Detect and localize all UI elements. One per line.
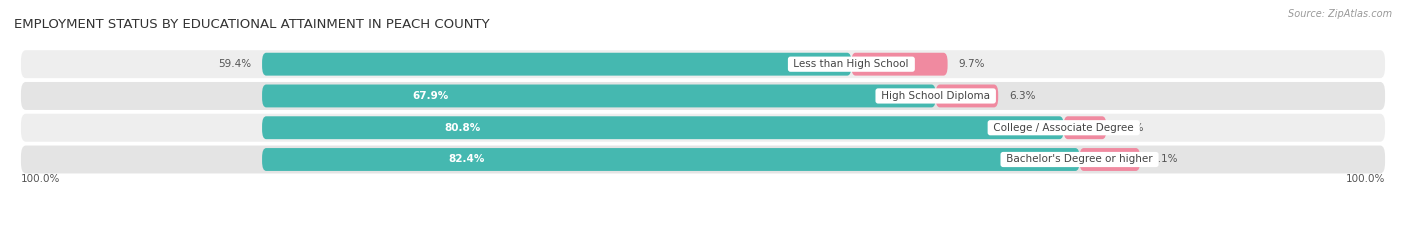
FancyBboxPatch shape <box>21 82 1385 110</box>
FancyBboxPatch shape <box>1064 116 1107 139</box>
FancyBboxPatch shape <box>852 53 948 76</box>
FancyBboxPatch shape <box>262 148 1080 171</box>
FancyBboxPatch shape <box>21 50 1385 78</box>
Text: 100.0%: 100.0% <box>1346 174 1385 184</box>
Text: 9.7%: 9.7% <box>959 59 986 69</box>
Text: 6.3%: 6.3% <box>1010 91 1036 101</box>
Text: 59.4%: 59.4% <box>218 59 252 69</box>
Text: 82.4%: 82.4% <box>449 154 485 164</box>
Text: Bachelor's Degree or higher: Bachelor's Degree or higher <box>1002 154 1156 164</box>
Text: 100.0%: 100.0% <box>21 174 60 184</box>
Text: 6.1%: 6.1% <box>1152 154 1178 164</box>
Text: 80.8%: 80.8% <box>444 123 481 133</box>
Text: High School Diploma: High School Diploma <box>879 91 993 101</box>
FancyBboxPatch shape <box>21 114 1385 142</box>
Text: Less than High School: Less than High School <box>790 59 912 69</box>
FancyBboxPatch shape <box>936 85 998 107</box>
FancyBboxPatch shape <box>262 85 936 107</box>
Text: 4.3%: 4.3% <box>1118 123 1144 133</box>
Text: College / Associate Degree: College / Associate Degree <box>990 123 1137 133</box>
FancyBboxPatch shape <box>262 116 1064 139</box>
Text: EMPLOYMENT STATUS BY EDUCATIONAL ATTAINMENT IN PEACH COUNTY: EMPLOYMENT STATUS BY EDUCATIONAL ATTAINM… <box>14 18 489 31</box>
FancyBboxPatch shape <box>262 53 852 76</box>
Text: 67.9%: 67.9% <box>412 91 449 101</box>
FancyBboxPatch shape <box>1080 148 1140 171</box>
Text: Source: ZipAtlas.com: Source: ZipAtlas.com <box>1288 9 1392 19</box>
FancyBboxPatch shape <box>21 146 1385 174</box>
